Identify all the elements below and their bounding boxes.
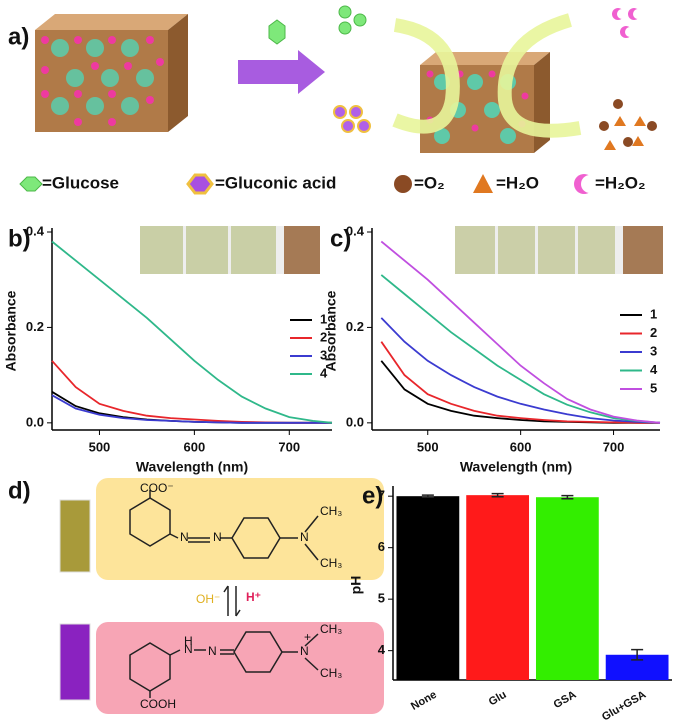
chem-label: N bbox=[300, 530, 309, 544]
x-tick-label: Glu bbox=[487, 689, 509, 709]
chem-label: N bbox=[184, 642, 193, 656]
y-tick-label: 7 bbox=[378, 488, 385, 503]
x-tick-label: 500 bbox=[89, 439, 111, 454]
legend-label: 1 bbox=[320, 311, 327, 326]
bar bbox=[396, 496, 460, 680]
legend-label: 4 bbox=[320, 365, 328, 380]
x-tick-label: 600 bbox=[184, 439, 206, 454]
bar bbox=[535, 497, 599, 680]
y-axis-label: Absorbance bbox=[3, 290, 19, 371]
panel-label: e) bbox=[362, 482, 383, 509]
x-tick-label: GSA bbox=[552, 689, 579, 711]
legend-label: 2 bbox=[320, 329, 327, 344]
x-tick-label: 700 bbox=[278, 439, 300, 454]
arrow-label: OH⁻ bbox=[196, 592, 220, 606]
legend-label: =H₂O bbox=[496, 173, 539, 192]
line-series bbox=[51, 391, 332, 424]
chem-label: CH₃ bbox=[320, 556, 342, 570]
chem-label: CH₃ bbox=[320, 666, 342, 680]
arrow-label: H⁺ bbox=[246, 590, 261, 604]
y-tick-label: 6 bbox=[378, 539, 385, 554]
chem-label: N bbox=[180, 530, 189, 544]
x-tick-label: None bbox=[409, 689, 439, 713]
x-axis-label: Wavelength (nm) bbox=[136, 459, 248, 475]
panel-label: c) bbox=[330, 225, 351, 252]
panel-a-art bbox=[19, 5, 657, 195]
x-tick-label: 500 bbox=[417, 439, 439, 454]
error-bar bbox=[561, 494, 574, 500]
chem-label: CH₃ bbox=[320, 504, 342, 518]
x-tick-label: 700 bbox=[603, 439, 625, 454]
panel-label: d) bbox=[8, 477, 31, 504]
legend-label: 3 bbox=[650, 343, 657, 358]
legend-label: 5 bbox=[650, 380, 657, 395]
chem-label: N bbox=[213, 530, 222, 544]
line-series bbox=[380, 317, 661, 424]
x-axis-label: Wavelength (nm) bbox=[460, 459, 572, 475]
legend-label: 3 bbox=[320, 347, 327, 362]
inset-photo bbox=[140, 226, 663, 274]
chem-label: COOH bbox=[140, 697, 176, 711]
panel-d-art bbox=[59, 478, 384, 714]
line-series bbox=[51, 240, 333, 424]
y-tick-label: 5 bbox=[378, 591, 385, 606]
y-tick-label: 4 bbox=[378, 642, 386, 657]
panel-label: b) bbox=[8, 225, 31, 252]
y-axis-label: pH bbox=[348, 576, 364, 595]
chem-label: N bbox=[208, 644, 217, 658]
legend-label: 4 bbox=[650, 362, 658, 377]
x-tick-label: 600 bbox=[510, 439, 532, 454]
chem-label: + bbox=[304, 630, 311, 644]
error-bar bbox=[421, 494, 434, 498]
y-tick-label: 0.2 bbox=[346, 319, 364, 334]
legend-label: 1 bbox=[650, 306, 657, 321]
error-bar bbox=[491, 492, 504, 498]
line-series bbox=[380, 341, 660, 424]
bar bbox=[466, 495, 530, 680]
chem-label: H bbox=[184, 634, 193, 648]
legend-label: =H₂O₂ bbox=[595, 173, 646, 192]
y-tick-label: 0.0 bbox=[26, 414, 44, 429]
y-tick-label: 0.4 bbox=[346, 223, 365, 238]
x-tick-label: Glu+GSA bbox=[600, 689, 648, 724]
line-series bbox=[51, 394, 332, 424]
legend-label: =Gluconic acid bbox=[215, 173, 336, 192]
y-axis-label: Absorbance bbox=[323, 290, 339, 371]
chem-label: N bbox=[300, 644, 309, 658]
error-bar bbox=[631, 648, 644, 661]
legend-label: 2 bbox=[650, 325, 657, 340]
line-series bbox=[380, 274, 661, 424]
y-tick-label: 0.2 bbox=[26, 319, 44, 334]
legend-label: =O₂ bbox=[414, 173, 445, 192]
panel-label: a) bbox=[8, 23, 29, 50]
y-tick-label: 0.0 bbox=[346, 414, 364, 429]
chem-label: CH₃ bbox=[320, 622, 342, 636]
legend-label: =Glucose bbox=[42, 173, 119, 192]
line-series bbox=[380, 240, 661, 424]
chem-label: COO⁻ bbox=[140, 481, 174, 495]
y-tick-label: 0.4 bbox=[26, 223, 45, 238]
line-series bbox=[380, 360, 660, 424]
